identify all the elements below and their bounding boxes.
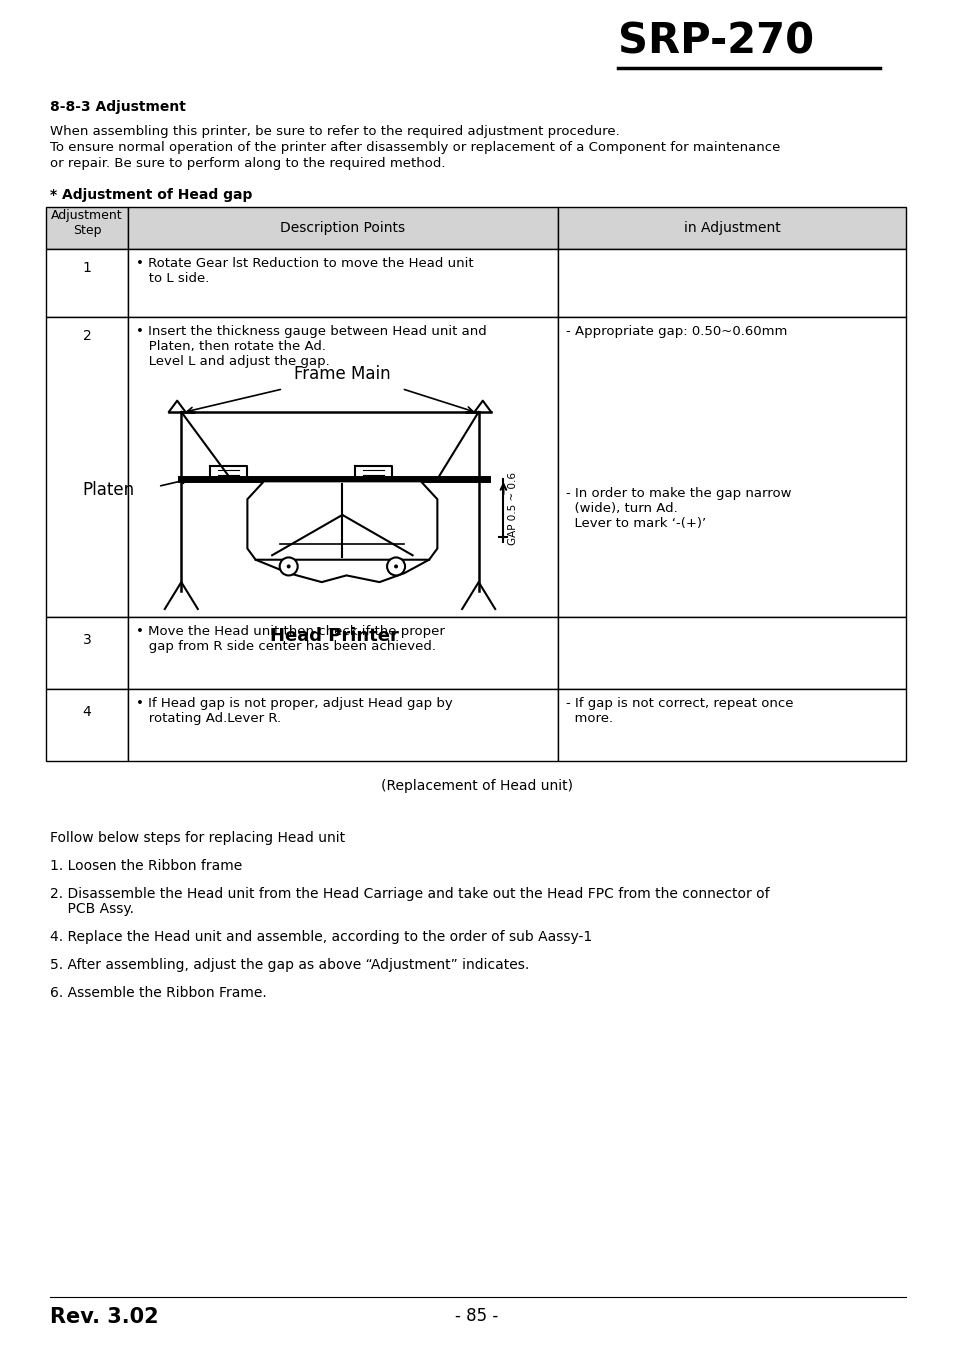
Text: 1. Loosen the Ribbon frame: 1. Loosen the Ribbon frame [50, 859, 242, 873]
Circle shape [387, 558, 405, 575]
Text: * Adjustment of Head gap: * Adjustment of Head gap [50, 188, 253, 202]
Text: Description Points: Description Points [280, 221, 405, 235]
Bar [128, 688, 558, 761]
Text: 5. After assembling, adjust the gap as above “Adjustment” indicates.: 5. After assembling, adjust the gap as a… [50, 958, 529, 972]
Text: rotating Ad.Lever R.: rotating Ad.Lever R. [136, 711, 281, 725]
Circle shape [287, 564, 291, 568]
Bar [46, 688, 128, 761]
Text: (Replacement of Head unit): (Replacement of Head unit) [380, 779, 573, 792]
Text: 8-8-3 Adjustment: 8-8-3 Adjustment [50, 100, 186, 113]
Text: gap from R side center has been achieved.: gap from R side center has been achieved… [136, 640, 436, 653]
Text: 3: 3 [83, 633, 91, 647]
Polygon shape [247, 482, 436, 560]
Text: • Rotate Gear lst Reduction to move the Head unit: • Rotate Gear lst Reduction to move the … [136, 256, 473, 270]
Circle shape [279, 558, 297, 575]
Bar [558, 688, 905, 761]
Bar [46, 617, 128, 688]
Text: GAP 0.5 ~ 0.6: GAP 0.5 ~ 0.6 [508, 471, 517, 544]
Text: PCB Assy.: PCB Assy. [50, 902, 133, 917]
Text: Head Printer: Head Printer [270, 626, 398, 645]
Text: (wide), turn Ad.: (wide), turn Ad. [565, 502, 677, 514]
Text: Adjustment
Step: Adjustment Step [51, 209, 123, 238]
Text: Lever to mark ‘-(+)’: Lever to mark ‘-(+)’ [565, 517, 705, 531]
Text: • Move the Head unit then check if the proper: • Move the Head unit then check if the p… [136, 625, 444, 639]
Text: • Insert the thickness gauge between Head unit and: • Insert the thickness gauge between Hea… [136, 325, 486, 338]
Bar [46, 248, 128, 317]
Text: Rev. 3.02: Rev. 3.02 [50, 1307, 158, 1327]
Text: in Adjustment: in Adjustment [683, 221, 780, 235]
Text: SRP-270: SRP-270 [618, 20, 813, 62]
Text: - 85 -: - 85 - [455, 1307, 498, 1324]
Text: more.: more. [565, 711, 613, 725]
Bar [46, 207, 128, 248]
Bar [558, 248, 905, 317]
Bar [128, 207, 558, 248]
Bar [46, 317, 128, 617]
Text: Level L and adjust the gap.: Level L and adjust the gap. [136, 355, 330, 369]
Text: 1: 1 [83, 261, 91, 275]
Text: Platen: Platen [83, 482, 135, 500]
Text: 4. Replace the Head unit and assemble, according to the order of sub Aassy-1: 4. Replace the Head unit and assemble, a… [50, 930, 592, 944]
Bar [128, 317, 558, 617]
Text: Follow below steps for replacing Head unit: Follow below steps for replacing Head un… [50, 832, 345, 845]
Text: 4: 4 [83, 705, 91, 720]
Text: Frame Main: Frame Main [294, 364, 391, 383]
Bar [128, 617, 558, 688]
Text: - Appropriate gap: 0.50~0.60mm: - Appropriate gap: 0.50~0.60mm [565, 325, 786, 338]
Text: 6. Assemble the Ribbon Frame.: 6. Assemble the Ribbon Frame. [50, 986, 267, 1000]
Text: 2. Disassemble the Head unit from the Head Carriage and take out the Head FPC fr: 2. Disassemble the Head unit from the He… [50, 887, 769, 900]
Text: • If Head gap is not proper, adjust Head gap by: • If Head gap is not proper, adjust Head… [136, 697, 453, 710]
Text: When assembling this printer, be sure to refer to the required adjustment proced: When assembling this printer, be sure to… [50, 126, 619, 138]
Text: Platen, then rotate the Ad.: Platen, then rotate the Ad. [136, 340, 326, 352]
Bar [558, 207, 905, 248]
Text: - If gap is not correct, repeat once: - If gap is not correct, repeat once [565, 697, 793, 710]
Text: to L side.: to L side. [136, 271, 209, 285]
Text: - In order to make the gap narrow: - In order to make the gap narrow [565, 487, 791, 500]
Bar [558, 617, 905, 688]
Text: To ensure normal operation of the printer after disassembly or replacement of a : To ensure normal operation of the printe… [50, 140, 780, 154]
Text: 2: 2 [83, 329, 91, 343]
Circle shape [394, 564, 397, 568]
Text: or repair. Be sure to perform along to the required method.: or repair. Be sure to perform along to t… [50, 157, 445, 170]
Bar [128, 248, 558, 317]
Bar [558, 317, 905, 617]
